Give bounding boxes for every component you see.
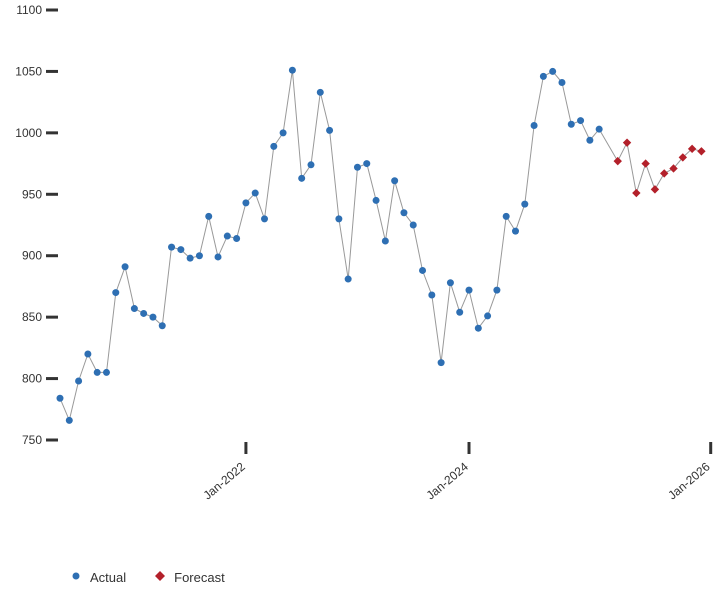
svg-text:1000: 1000 — [15, 126, 42, 140]
circle-icon — [70, 570, 82, 585]
svg-text:1100: 1100 — [16, 3, 42, 17]
timeseries-chart: 750800850900950100010501100Jan-2022Jan-2… — [0, 0, 728, 560]
svg-text:850: 850 — [22, 310, 42, 324]
legend: Actual Forecast — [0, 560, 728, 585]
legend-item-actual: Actual — [70, 570, 126, 585]
svg-text:1050: 1050 — [15, 64, 42, 78]
svg-text:800: 800 — [22, 372, 42, 386]
legend-item-forecast: Forecast — [154, 570, 225, 585]
svg-text:950: 950 — [22, 187, 42, 201]
legend-label: Forecast — [174, 570, 225, 585]
svg-text:750: 750 — [22, 433, 42, 447]
diamond-icon — [154, 570, 166, 585]
legend-label: Actual — [90, 570, 126, 585]
svg-text:900: 900 — [22, 249, 42, 263]
